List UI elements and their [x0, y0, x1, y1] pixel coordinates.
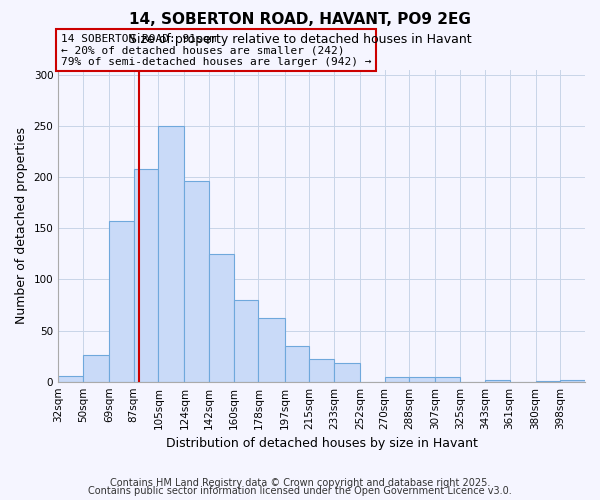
Text: 14, SOBERTON ROAD, HAVANT, PO9 2EG: 14, SOBERTON ROAD, HAVANT, PO9 2EG — [129, 12, 471, 28]
Text: Contains HM Land Registry data © Crown copyright and database right 2025.: Contains HM Land Registry data © Crown c… — [110, 478, 490, 488]
Bar — [309, 359, 334, 382]
Y-axis label: Number of detached properties: Number of detached properties — [15, 128, 28, 324]
Bar — [409, 376, 436, 382]
Text: 14 SOBERTON ROAD: 91sqm
← 20% of detached houses are smaller (242)
79% of semi-d: 14 SOBERTON ROAD: 91sqm ← 20% of detache… — [61, 34, 371, 67]
Bar — [209, 254, 234, 382]
Bar — [536, 380, 560, 382]
Bar — [83, 355, 109, 382]
Bar — [436, 376, 460, 382]
Bar — [284, 346, 309, 382]
Bar — [184, 182, 209, 382]
Text: Contains public sector information licensed under the Open Government Licence v3: Contains public sector information licen… — [88, 486, 512, 496]
Bar — [485, 380, 509, 382]
Bar — [385, 376, 409, 382]
Bar — [334, 364, 360, 382]
Bar — [109, 221, 134, 382]
Text: Size of property relative to detached houses in Havant: Size of property relative to detached ho… — [128, 32, 472, 46]
Bar — [58, 376, 83, 382]
Bar — [134, 169, 158, 382]
Bar — [259, 318, 284, 382]
X-axis label: Distribution of detached houses by size in Havant: Distribution of detached houses by size … — [166, 437, 478, 450]
Bar — [158, 126, 184, 382]
Bar — [234, 300, 259, 382]
Bar — [560, 380, 585, 382]
